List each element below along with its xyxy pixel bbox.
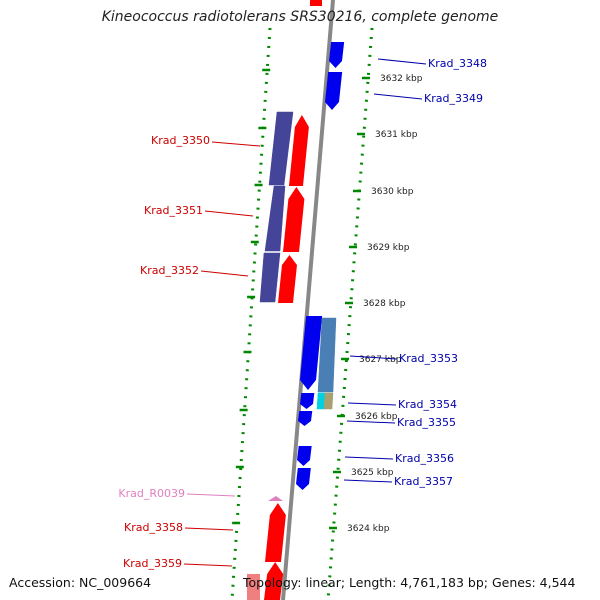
leader-krad_r0039 [186,493,236,497]
scale-tick-label: 3624 kbp [347,524,390,534]
gene-label-krad_3359[interactable]: Krad_3359 [123,557,182,570]
gene-krad_3358[interactable] [265,503,286,562]
gene-label-krad_3356[interactable]: Krad_3356 [395,452,454,465]
leader-krad_3359 [183,563,233,567]
gene-krad_3359[interactable] [264,562,284,600]
gene-label-krad_3348[interactable]: Krad_3348 [428,57,487,70]
leader-krad_3348 [377,58,427,65]
gene-label-krad_3355[interactable]: Krad_3355 [397,416,456,429]
gene-krad_3355[interactable] [298,411,313,426]
cds-box-krad_3352[interactable] [259,252,281,303]
leader-krad_3356 [344,456,394,460]
gene-label-krad_3352[interactable]: Krad_3352 [140,264,199,277]
right-track-guide [326,27,374,600]
gene-label-krad_3354[interactable]: Krad_3354 [398,398,457,411]
gene-krad_3353[interactable] [300,316,323,390]
gene-krad_3351[interactable] [283,187,305,252]
leader-krad_3352 [200,270,249,277]
leader-krad_3349 [373,93,423,100]
leader-krad_3357 [343,479,393,483]
gene-label-krad_3349[interactable]: Krad_3349 [424,92,483,105]
gene-krad_3349[interactable] [325,72,343,110]
genome-backbone [281,0,335,600]
topology-summary: Topology: linear; Length: 4,761,183 bp; … [243,575,576,590]
gene-label-krad_3358[interactable]: Krad_3358 [124,521,183,534]
gene-krad_3350[interactable] [289,115,309,186]
map-title: Kineococcus radiotolerans SRS30216, comp… [101,9,499,25]
cds-box-krad_3353[interactable] [317,317,337,393]
left-track-guide [230,27,272,600]
scale-tick-label: 3629 kbp [367,243,410,253]
gene-label-krad_3350[interactable]: Krad_3350 [151,134,210,147]
gene-krad_3352[interactable] [278,255,297,303]
leader-krad_3353 [349,355,398,360]
rna-krad_r0039[interactable] [268,496,283,501]
gene-label-krad_3351[interactable]: Krad_3351 [144,204,203,217]
cds-box-krad_3351[interactable] [264,185,286,252]
partial-cds-box-bottom[interactable] [247,574,260,600]
partial-forward-gene[interactable] [310,0,322,6]
gene-krad_3356[interactable] [297,446,312,466]
scale-tick-label: 3626 kbp [355,412,398,422]
cds-box-krad_3350[interactable] [268,111,294,186]
scale-tick-label: 3628 kbp [363,299,406,309]
scale-tick-label: 3631 kbp [375,130,418,140]
scale-tick-label: 3627 kbp [359,355,402,365]
accession-label: Accession: NC_009664 [9,575,152,590]
leader-krad_3354 [347,402,397,406]
leader-krad_3351 [204,210,254,217]
gene-krad_3357[interactable] [296,468,311,490]
scale-tick-label: 3625 kbp [351,468,394,478]
gene-krad_3348[interactable] [329,42,345,68]
gene-label-krad_r0039[interactable]: Krad_R0039 [118,487,185,500]
scale-tick-label: 3632 kbp [380,74,423,84]
gene-label-krad_3357[interactable]: Krad_3357 [394,475,453,488]
domain-box-tan[interactable] [323,392,334,410]
scale-tick-label: 3630 kbp [371,187,414,197]
gene-krad_3354[interactable] [300,393,315,409]
leader-krad_3358 [184,527,234,531]
leader-krad_3355 [346,420,396,424]
gene-label-krad_3353[interactable]: Krad_3353 [399,352,458,365]
domain-box-cyan[interactable] [316,392,326,410]
leader-krad_3350 [211,141,261,147]
